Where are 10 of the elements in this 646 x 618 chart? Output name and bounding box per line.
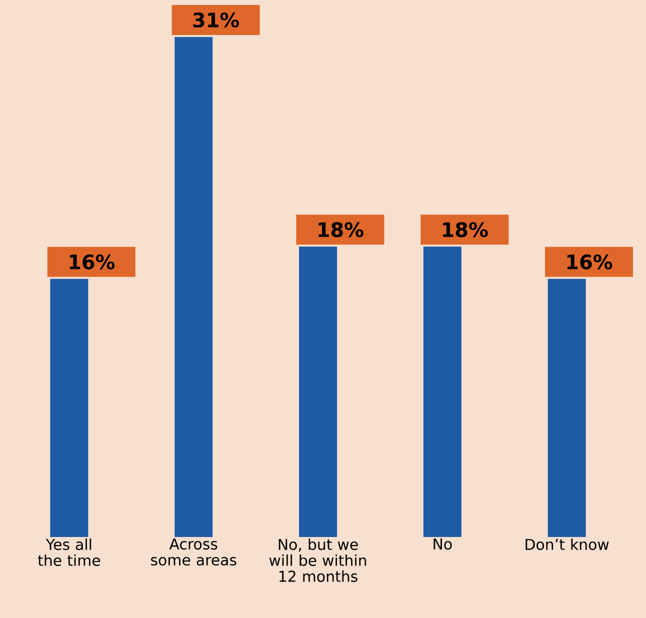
data-label: 18% (443, 222, 488, 238)
x-tick-label: No, but we will be within 12 months (269, 538, 366, 582)
x-tick-label: Don’t know (526, 538, 609, 550)
data-label: 16% (70, 254, 115, 270)
x-tick-label: No (434, 538, 452, 550)
data-label: 18% (318, 222, 364, 238)
data-label: 31% (193, 12, 240, 28)
data-label: 16% (567, 254, 612, 270)
x-tick-label: Across some areas (151, 538, 236, 566)
x-tick-label: Yes all the time (38, 538, 100, 566)
